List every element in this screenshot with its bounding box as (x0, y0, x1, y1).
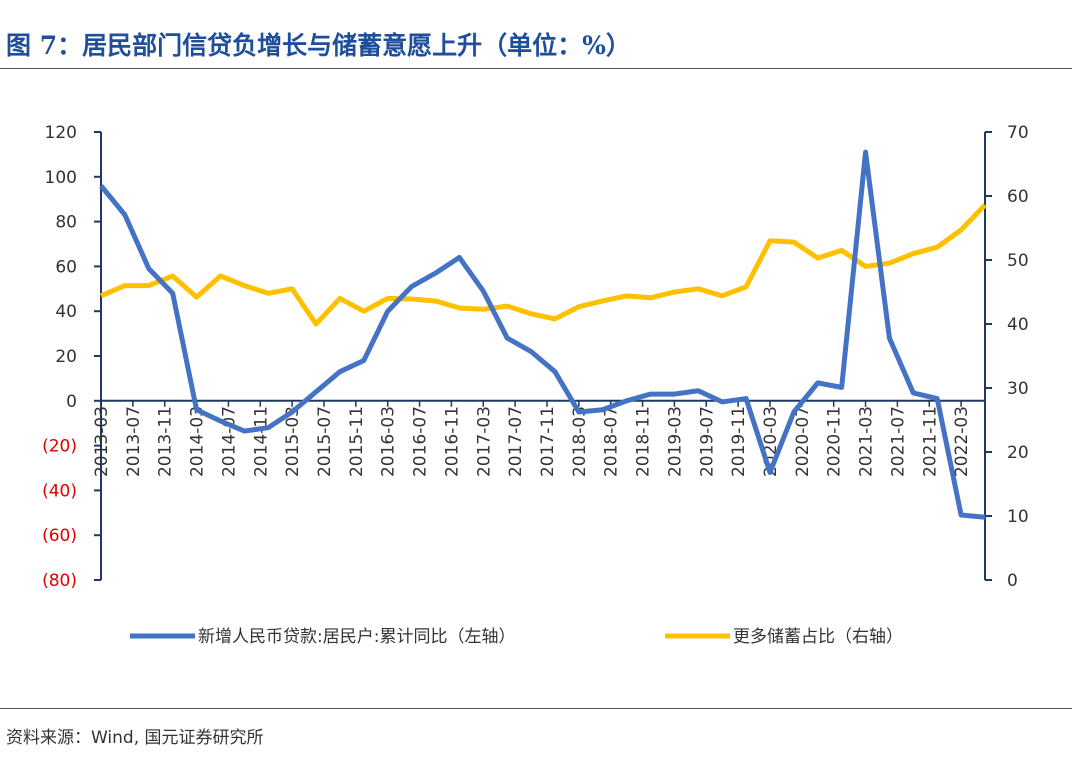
x-tick-label: 2016-11 (442, 406, 462, 477)
y-tick-label: 20 (55, 347, 77, 367)
y-tick-label: (60) (42, 526, 77, 546)
chart-title: 图 7：居民部门信贷负增长与储蓄意愿上升（单位：%） (6, 31, 631, 60)
y-tick-label: 0 (66, 392, 77, 412)
legend-label: 新增人民币贷款:居民户:累计同比（左轴） (198, 627, 515, 647)
chart: 120100806040200(20)(40)(60)(80)706050403… (42, 123, 1029, 647)
x-tick-label: 2016-03 (379, 406, 399, 477)
x-tick-label: 2015-11 (347, 406, 367, 477)
x-tick-label: 2017-03 (474, 406, 494, 477)
x-tick-label: 2015-03 (283, 406, 303, 477)
y-tick-label: 120 (45, 123, 77, 143)
x-tick-label: 2020-07 (793, 406, 813, 477)
x-tick-label: 2018-03 (570, 406, 590, 477)
x-tick-label: 2016-07 (411, 406, 431, 477)
x-tick-label: 2017-07 (506, 406, 526, 477)
x-tick-label: 2019-07 (697, 406, 717, 477)
y2-tick-label: 50 (1007, 251, 1029, 271)
x-tick-label: 2021-07 (888, 406, 908, 477)
x-tick-label: 2013-07 (124, 406, 144, 477)
y2-tick-label: 60 (1007, 187, 1029, 207)
x-tick-label: 2022-03 (952, 406, 972, 477)
x-tick-label: 2015-07 (315, 406, 335, 477)
x-tick-label: 2020-11 (825, 406, 845, 477)
x-tick-label: 2013-11 (156, 406, 176, 477)
title-rule (0, 68, 1072, 69)
series-line (100, 203, 987, 327)
y-tick-label: 100 (45, 168, 77, 188)
y-tick-label: (40) (42, 481, 77, 501)
y-tick-label: 60 (55, 257, 77, 277)
x-tick-label: 2018-07 (602, 406, 622, 477)
x-tick-label: 2017-11 (538, 406, 558, 477)
y2-tick-label: 70 (1007, 123, 1029, 143)
x-tick-label: 2014-11 (251, 406, 271, 477)
y-tick-label: (80) (42, 571, 77, 591)
y-tick-label: 80 (55, 213, 77, 233)
x-tick-label: 2018-11 (634, 406, 654, 477)
y2-tick-label: 40 (1007, 315, 1029, 335)
x-tick-label: 2021-03 (857, 406, 877, 477)
y2-tick-label: 30 (1007, 379, 1029, 399)
x-tick-label: 2014-07 (219, 406, 239, 477)
source-note: 资料来源：Wind, 国元证券研究所 (6, 728, 264, 748)
legend-label: 更多储蓄占比（右轴） (733, 627, 903, 647)
y-tick-label: 40 (55, 302, 77, 322)
y2-tick-label: 0 (1007, 571, 1018, 591)
y-tick-label: (20) (42, 437, 77, 457)
source-rule (0, 708, 1072, 709)
x-tick-label: 2019-03 (665, 406, 685, 477)
y2-tick-label: 10 (1007, 507, 1029, 527)
series-line (99, 149, 986, 520)
x-tick-label: 2013-03 (92, 406, 112, 477)
x-tick-label: 2021-11 (920, 406, 940, 477)
x-tick-label: 2019-11 (729, 406, 749, 477)
y2-tick-label: 20 (1007, 443, 1029, 463)
x-tick-label: 2014-03 (188, 406, 208, 477)
